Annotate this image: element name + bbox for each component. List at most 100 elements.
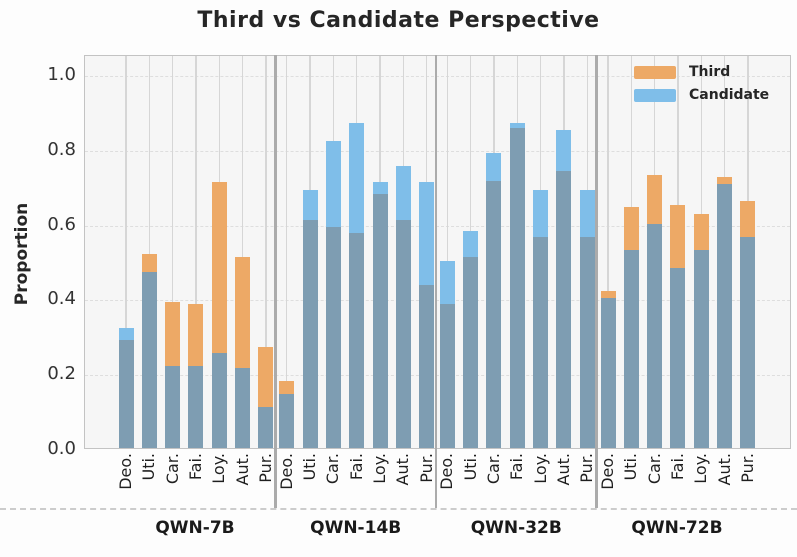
bar-overlap-segment — [419, 285, 435, 448]
bar-overlap-segment — [600, 298, 616, 448]
x-tick-label: Pur. — [737, 453, 757, 483]
bar-third-segment — [258, 347, 274, 407]
bar-overlap-segment — [349, 232, 365, 448]
v-gridline — [125, 56, 127, 448]
bar-candidate-segment — [349, 122, 365, 233]
bar-overlap-segment — [188, 365, 204, 448]
bar-third-segment — [670, 204, 686, 269]
x-tick-label: Pur. — [416, 453, 436, 483]
chart-title: Third vs Candidate Perspective — [197, 8, 600, 33]
bar-third-segment — [740, 201, 756, 237]
group-separator — [434, 55, 438, 508]
h-gridline — [85, 375, 790, 377]
bar-overlap-segment — [463, 257, 479, 448]
bar-third-segment — [235, 257, 251, 368]
bar-overlap-segment — [302, 219, 318, 448]
x-tick-label: Loy. — [370, 453, 390, 484]
bar-candidate-segment — [439, 261, 455, 305]
bar-candidate-segment — [395, 165, 411, 220]
v-gridline — [607, 56, 609, 448]
bar-candidate-segment — [533, 189, 549, 237]
bar-overlap-segment — [395, 219, 411, 448]
group-label: QWN-72B — [631, 518, 723, 538]
x-tick-label: Car. — [644, 453, 664, 485]
bar-overlap-segment — [486, 180, 502, 448]
y-tick-label: 1.0 — [47, 64, 76, 85]
h-gridline — [85, 76, 790, 77]
bar-third-segment — [188, 304, 204, 366]
bar-overlap-segment — [235, 367, 251, 448]
x-tick-label: Loy. — [209, 453, 229, 484]
bar-third-segment — [165, 302, 181, 366]
bar-overlap-segment — [439, 304, 455, 448]
x-tick-label: Car. — [162, 453, 182, 485]
bar-third-segment — [600, 290, 616, 299]
bar-overlap-segment — [533, 236, 549, 448]
x-tick-label: Uti. — [621, 453, 641, 481]
bar-candidate-segment — [463, 231, 479, 258]
x-tick-label: Uti. — [139, 453, 159, 481]
x-tick-label: Deo. — [276, 453, 296, 490]
x-tick-label: Fai. — [346, 453, 366, 481]
x-tick-label: Pur. — [255, 453, 275, 483]
x-tick-label: Deo. — [116, 453, 135, 490]
bar-candidate-segment — [419, 182, 435, 286]
x-tick-label: Fai. — [507, 453, 527, 481]
bar-candidate-segment — [486, 152, 502, 181]
third-swatch-icon — [634, 65, 676, 79]
x-tick-label: Deo. — [437, 453, 457, 490]
v-gridline — [195, 56, 197, 448]
x-tick-label: Aut. — [714, 453, 734, 486]
x-tick-label: Fai. — [185, 453, 205, 481]
bar-candidate-segment — [118, 328, 134, 340]
legend-label: Third — [689, 64, 731, 80]
h-gridline — [85, 150, 790, 152]
y-tick-label: 0.0 — [47, 438, 76, 459]
y-tick-label: 0.4 — [47, 288, 76, 310]
bar-overlap-segment — [693, 249, 709, 448]
x-tick-label: Deo. — [598, 453, 617, 490]
bar-third-segment — [647, 175, 663, 224]
x-tick-label: Loy. — [530, 453, 550, 484]
bar-overlap-segment — [509, 128, 525, 448]
bar-third-segment — [211, 182, 227, 353]
x-tick-label: Pur. — [577, 453, 597, 483]
bar-third-segment — [693, 214, 709, 250]
candidate-swatch-icon — [634, 88, 676, 102]
bar-overlap-segment — [325, 227, 341, 448]
x-tick-label: Loy. — [691, 453, 711, 484]
bar-third-segment — [623, 206, 639, 250]
bar-candidate-segment — [556, 130, 572, 172]
bar-overlap-segment — [623, 249, 639, 448]
x-tick-label: Uti. — [300, 453, 320, 481]
bar-overlap-segment — [118, 339, 134, 448]
v-gridline — [171, 56, 174, 448]
group-label: QWN-7B — [155, 518, 235, 538]
plot-area — [84, 55, 791, 449]
bar-overlap-segment — [647, 223, 663, 448]
group-label: QWN-32B — [470, 518, 562, 538]
bar-overlap-segment — [556, 171, 572, 448]
bar-third-segment — [279, 380, 295, 394]
legend-item-third: Third — [634, 64, 769, 80]
bar-candidate-segment — [325, 141, 341, 228]
h-gridline — [85, 225, 790, 227]
bar-overlap-segment — [258, 406, 274, 448]
bar-overlap-segment — [279, 393, 295, 448]
legend-item-candidate: Candidate — [634, 87, 769, 103]
x-tick-label: Car. — [483, 453, 503, 485]
y-tick-label: 0.8 — [47, 138, 76, 160]
x-tick-label: Aut. — [393, 453, 413, 486]
x-tick-label: Car. — [323, 453, 343, 485]
bar-overlap-segment — [165, 365, 181, 448]
x-tick-label: Aut. — [553, 453, 573, 486]
v-gridline — [148, 56, 151, 448]
bar-candidate-segment — [302, 189, 318, 220]
y-tick-label: 0.2 — [47, 363, 76, 385]
v-gridline — [241, 56, 244, 448]
bar-overlap-segment — [740, 236, 756, 448]
v-gridline — [446, 56, 449, 448]
group-separator — [274, 55, 277, 508]
x-tick-label: Uti. — [460, 453, 480, 481]
